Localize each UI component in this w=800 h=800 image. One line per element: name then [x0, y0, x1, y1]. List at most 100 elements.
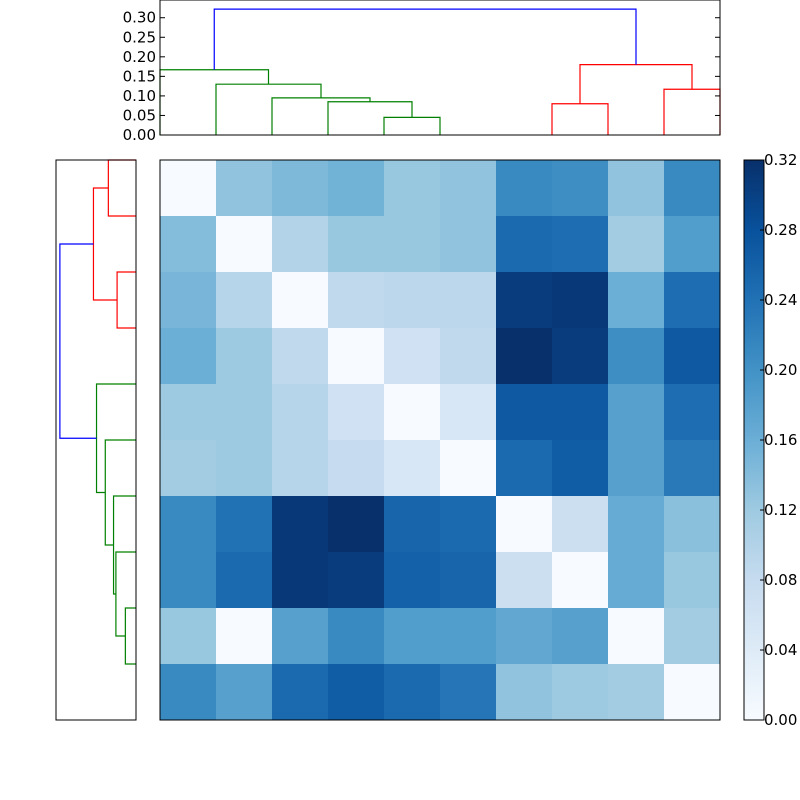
heatmap-cell — [384, 384, 441, 441]
heatmap-cell — [328, 496, 385, 553]
top-dendrogram-link — [579, 64, 693, 104]
heatmap-cell — [384, 608, 441, 665]
heatmap-cell — [216, 328, 273, 385]
heatmap-cell — [272, 608, 329, 665]
heatmap-cell — [272, 160, 329, 217]
heatmap-cell — [496, 328, 553, 385]
heatmap-cell — [160, 440, 217, 497]
top-dendrogram-tick-label: 0.10 — [123, 87, 156, 105]
colorbar-tick-label: 0.24 — [764, 291, 797, 309]
heatmap-cell — [328, 160, 385, 217]
heatmap-cell — [608, 608, 665, 665]
colorbar-tick-label: 0.32 — [764, 151, 797, 169]
heatmap-cell — [440, 552, 497, 609]
heatmap-cell — [384, 160, 441, 217]
top-dendrogram-link — [383, 116, 441, 135]
heatmap-cell — [328, 440, 385, 497]
heatmap-cell — [216, 160, 273, 217]
top-dendrogram-tick-label: 0.05 — [123, 106, 156, 124]
heatmap-cell — [160, 160, 217, 217]
heatmap-cell — [552, 216, 609, 273]
left-dendrogram-link — [112, 495, 136, 595]
heatmap-cell — [664, 440, 721, 497]
heatmap-cell — [160, 384, 217, 441]
heatmap-cell — [160, 552, 217, 609]
top-dendrogram-link — [271, 97, 371, 135]
distance-heatmap — [159, 159, 721, 721]
heatmap-cell — [608, 216, 665, 273]
heatmap-cell — [552, 664, 609, 721]
heatmap-cell — [272, 552, 329, 609]
top-dendrogram-link — [159, 69, 270, 135]
heatmap-cell — [216, 216, 273, 273]
top-dendrogram: 0.00 0.050.10 0.150.20 0.250.30 — [123, 0, 721, 144]
top-dendrogram-link — [551, 103, 609, 135]
heatmap-cell — [552, 384, 609, 441]
colorbar-tick-label: 0.12 — [764, 501, 797, 519]
colorbar-tick-label: 0.04 — [764, 641, 797, 659]
heatmap-cell — [608, 384, 665, 441]
top-dendrogram-link — [215, 83, 322, 135]
heatmap-cell — [664, 664, 721, 721]
heatmap-cell — [496, 216, 553, 273]
heatmap-cell — [216, 496, 273, 553]
heatmap-cell — [328, 552, 385, 609]
heatmap-cell — [216, 384, 273, 441]
heatmap-cell — [552, 328, 609, 385]
heatmap-frame — [159, 159, 721, 721]
heatmap-cell — [608, 440, 665, 497]
heatmap-cell — [552, 440, 609, 497]
colorbar-tick-label: 0.08 — [764, 571, 797, 589]
heatmap-cell — [216, 272, 273, 329]
heatmap-cell — [552, 272, 609, 329]
heatmap-cell — [608, 160, 665, 217]
heatmap-cell — [272, 384, 329, 441]
top-dendrogram-link — [213, 8, 637, 70]
left-dendrogram-frame — [55, 159, 137, 721]
heatmap-cell — [440, 664, 497, 721]
top-dendrogram-frame — [159, 0, 721, 136]
left-dendrogram-link — [124, 607, 136, 665]
heatmap-cell — [608, 272, 665, 329]
heatmap-cell — [160, 272, 217, 329]
top-dendrogram-tick-label: 0.15 — [123, 67, 156, 85]
heatmap-cell — [216, 664, 273, 721]
heatmap-cell — [496, 496, 553, 553]
heatmap-cell — [440, 440, 497, 497]
heatmap-cell — [384, 664, 441, 721]
heatmap-cell — [496, 608, 553, 665]
left-dendrogram-link — [95, 383, 136, 494]
heatmap-cell — [440, 272, 497, 329]
heatmap-cell — [440, 216, 497, 273]
heatmap-cell — [608, 496, 665, 553]
heatmap-cell — [384, 440, 441, 497]
heatmap-cell — [496, 664, 553, 721]
heatmap-cell — [664, 384, 721, 441]
heatmap-cell — [384, 272, 441, 329]
heatmap-cell — [328, 664, 385, 721]
heatmap-cell — [664, 496, 721, 553]
left-dendrogram-link — [104, 439, 136, 546]
heatmap-cell — [608, 664, 665, 721]
heatmap-cell — [552, 496, 609, 553]
colorbar-tick-label: 0.20 — [764, 361, 797, 379]
heatmap-cell — [160, 328, 217, 385]
heatmap-cell — [440, 384, 497, 441]
heatmap-cell — [272, 440, 329, 497]
heatmap-cell — [272, 216, 329, 273]
heatmap-cell — [496, 552, 553, 609]
colorbar-tick-label: 0.00 — [764, 711, 797, 729]
heatmap-cell — [384, 552, 441, 609]
heatmap-cell — [272, 272, 329, 329]
left-dendrogram — [55, 159, 137, 721]
heatmap-cell — [272, 664, 329, 721]
heatmap-cell — [440, 160, 497, 217]
top-dendrogram-link — [327, 101, 413, 135]
heatmap-cell — [384, 328, 441, 385]
heatmap-cell — [552, 552, 609, 609]
heatmap-cell — [384, 496, 441, 553]
heatmap-cell — [664, 272, 721, 329]
colorbar-tick-label: 0.28 — [764, 221, 797, 239]
heatmap-cell — [160, 664, 217, 721]
heatmap-cell — [160, 496, 217, 553]
